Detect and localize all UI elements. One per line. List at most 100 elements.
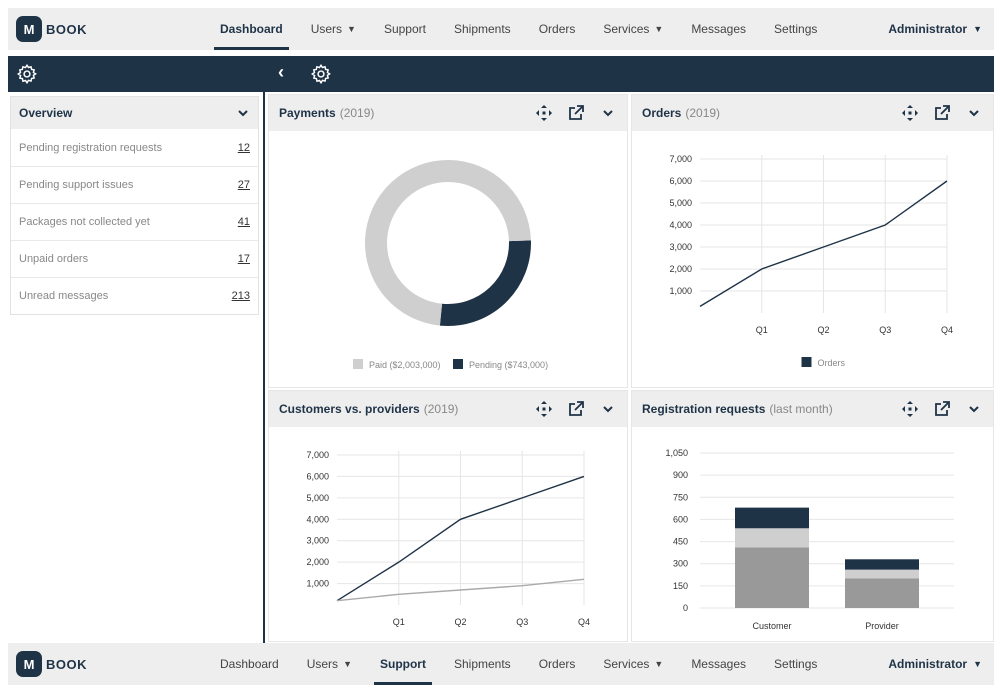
overview-list: Pending registration requests 12 Pending s… xyxy=(11,129,258,314)
chevron-down-icon[interactable] xyxy=(236,106,250,120)
user-menu[interactable]: Administrator ▼ xyxy=(888,643,982,685)
nav-item-dashboard[interactable]: Dashboard xyxy=(206,643,293,685)
orders-panel: Orders (2019) 1,000 2,000 3,000 4,000 5,000 6… xyxy=(631,94,994,388)
brand-logo[interactable]: M BOOK xyxy=(16,651,206,677)
nav-item-settings[interactable]: Settings xyxy=(760,643,831,685)
caret-down-icon: ▼ xyxy=(654,659,664,669)
customers-chart: 1,000 2,000 3,000 4,000 5,000 6,000 7,000 Q1 Q2 Q… xyxy=(306,450,590,627)
y-tick-label: 5,000 xyxy=(669,198,692,208)
orders-header: Orders (2019) xyxy=(632,95,993,131)
nav-item-label: Orders xyxy=(538,22,576,36)
nav-item-users[interactable]: Users ▼ xyxy=(297,8,370,50)
nav-item-label: Messages xyxy=(691,22,747,36)
chevron-down-icon[interactable] xyxy=(965,104,983,122)
pie-slice xyxy=(439,240,531,326)
y-tick-label: 5,000 xyxy=(306,493,329,503)
nav-item-label: Services xyxy=(603,657,650,671)
x-tick-label: Q3 xyxy=(516,617,528,627)
nav-item-shipments[interactable]: Shipments xyxy=(440,8,525,50)
chevron-left-icon[interactable]: ‹ xyxy=(278,62,284,82)
registrations-panel: Registration requests (last month) 0 150 3… xyxy=(631,390,994,642)
nav-item-orders[interactable]: Orders xyxy=(525,643,590,685)
move-icon[interactable] xyxy=(535,400,553,418)
nav-item-orders[interactable]: Orders xyxy=(525,8,590,50)
overview-row-label: Pending registration requests xyxy=(19,141,163,154)
caret-down-icon: ▼ xyxy=(343,659,352,669)
gear-icon[interactable] xyxy=(310,63,332,85)
overview-row-count[interactable]: 41 xyxy=(237,216,250,228)
overview-row[interactable]: Pending support issues 27 xyxy=(11,166,258,203)
overview-row-count[interactable]: 27 xyxy=(237,179,250,191)
overview-row[interactable]: Pending registration requests 12 xyxy=(11,129,258,166)
nav-item-settings[interactable]: Settings xyxy=(760,8,831,50)
customers-header: Customers vs. providers (2019) xyxy=(269,391,627,427)
x-tick-label: Q2 xyxy=(454,617,466,627)
payments-header: Payments (2019) xyxy=(269,95,627,131)
user-menu[interactable]: Administrator ▼ xyxy=(888,8,982,50)
gear-icon[interactable] xyxy=(16,63,38,85)
nav-item-dashboard[interactable]: Dashboard xyxy=(206,8,297,50)
nav-item-messages[interactable]: Messages xyxy=(677,643,760,685)
external-link-icon[interactable] xyxy=(567,104,585,122)
chevron-down-icon[interactable] xyxy=(599,400,617,418)
overview-row-label: Unpaid orders xyxy=(19,253,89,265)
move-icon[interactable] xyxy=(535,104,553,122)
brand-logo[interactable]: M BOOK xyxy=(16,16,206,42)
panel-subtitle: (2019) xyxy=(423,402,459,416)
payments-chart: Paid ($2,003,000) Pending ($743,000) xyxy=(353,160,548,370)
external-link-icon[interactable] xyxy=(933,104,951,122)
user-name: Administrator xyxy=(888,22,968,36)
overview-row[interactable]: Packages not collected yet 41 xyxy=(11,203,258,240)
overview-header[interactable]: Overview xyxy=(11,97,258,129)
y-tick-label: 7,000 xyxy=(306,450,329,460)
bar-segment xyxy=(845,578,919,608)
legend-label: Paid ($2,003,000) xyxy=(369,360,441,370)
overview-row-count[interactable]: 12 xyxy=(237,141,250,154)
move-icon[interactable] xyxy=(901,400,919,418)
nav-item-label: Messages xyxy=(691,657,747,671)
y-tick-label: 450 xyxy=(673,537,688,547)
nav-item-messages[interactable]: Messages xyxy=(677,8,760,50)
y-tick-label: 750 xyxy=(673,492,688,502)
chevron-down-icon[interactable] xyxy=(965,400,983,418)
overview-title: Overview xyxy=(19,106,73,120)
nav-items: Dashboard Users ▼ Support Shipments Orders Ser… xyxy=(206,643,831,685)
nav-item-label: Orders xyxy=(538,657,576,671)
chevron-down-icon[interactable] xyxy=(599,104,617,122)
nav-item-shipments[interactable]: Shipments xyxy=(440,643,525,685)
panel-title: Registration requests xyxy=(642,402,766,416)
overview-row[interactable]: Unpaid orders 17 xyxy=(11,240,258,277)
logo-mark: M xyxy=(16,16,42,42)
y-tick-label: 300 xyxy=(673,559,688,569)
nav-item-services[interactable]: Services ▼ xyxy=(589,643,677,685)
caret-down-icon: ▼ xyxy=(347,24,356,34)
x-tick-label: Customer xyxy=(752,621,791,631)
overview-row-count[interactable]: 17 xyxy=(237,253,250,265)
nav-item-users[interactable]: Users ▼ xyxy=(293,643,366,685)
nav-item-support[interactable]: Support xyxy=(366,643,440,685)
overview-row[interactable]: Unread messages 213 xyxy=(11,277,258,314)
nav-item-label: Dashboard xyxy=(220,22,283,36)
external-link-icon[interactable] xyxy=(933,400,951,418)
bar-segment xyxy=(735,528,809,548)
overview-row-count[interactable]: 213 xyxy=(231,290,250,302)
nav-item-label: Services xyxy=(603,22,650,36)
pie-slice xyxy=(365,160,531,326)
x-tick-label: Q1 xyxy=(393,617,405,627)
sidebar: Overview Pending registration requests 12… xyxy=(8,92,265,643)
y-tick-label: 1,000 xyxy=(306,579,329,589)
nav-item-label: Support xyxy=(379,657,426,671)
move-icon[interactable] xyxy=(901,104,919,122)
caret-down-icon: ▼ xyxy=(654,24,664,34)
series-line xyxy=(699,180,948,307)
bar-segment xyxy=(845,559,919,570)
bar-segment xyxy=(845,569,919,579)
nav-item-label: Users xyxy=(310,22,343,36)
logo-text: BOOK xyxy=(46,21,87,37)
external-link-icon[interactable] xyxy=(567,400,585,418)
nav-item-support[interactable]: Support xyxy=(370,8,440,50)
y-tick-label: 4,000 xyxy=(669,220,692,230)
nav-item-services[interactable]: Services ▼ xyxy=(589,8,677,50)
x-tick-label: Q2 xyxy=(817,325,829,335)
nav-item-label: Settings xyxy=(774,22,818,36)
